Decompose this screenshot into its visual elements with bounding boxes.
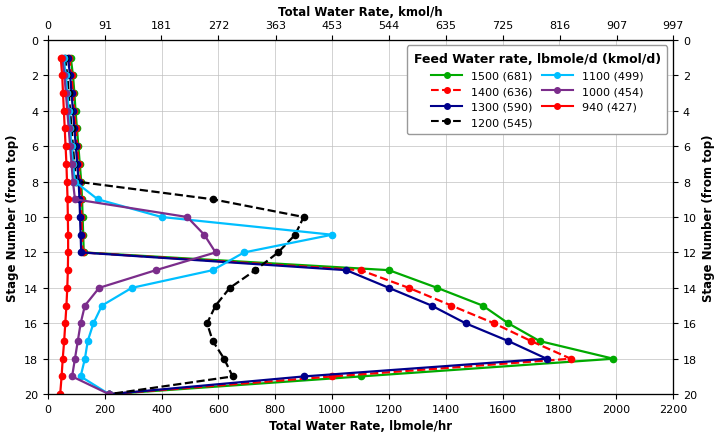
- Y-axis label: Stage Number (from top): Stage Number (from top): [6, 134, 19, 301]
- X-axis label: Total Water Rate, lbmole/hr: Total Water Rate, lbmole/hr: [269, 420, 452, 432]
- Y-axis label: Stage Number (from top): Stage Number (from top): [702, 134, 715, 301]
- Legend: 1500 (681), 1400 (636), 1300 (590), 1200 (545), 1100 (499), 1000 (454), 940 (427: 1500 (681), 1400 (636), 1300 (590), 1200…: [407, 46, 668, 134]
- X-axis label: Total Water Rate, kmol/h: Total Water Rate, kmol/h: [278, 6, 443, 18]
